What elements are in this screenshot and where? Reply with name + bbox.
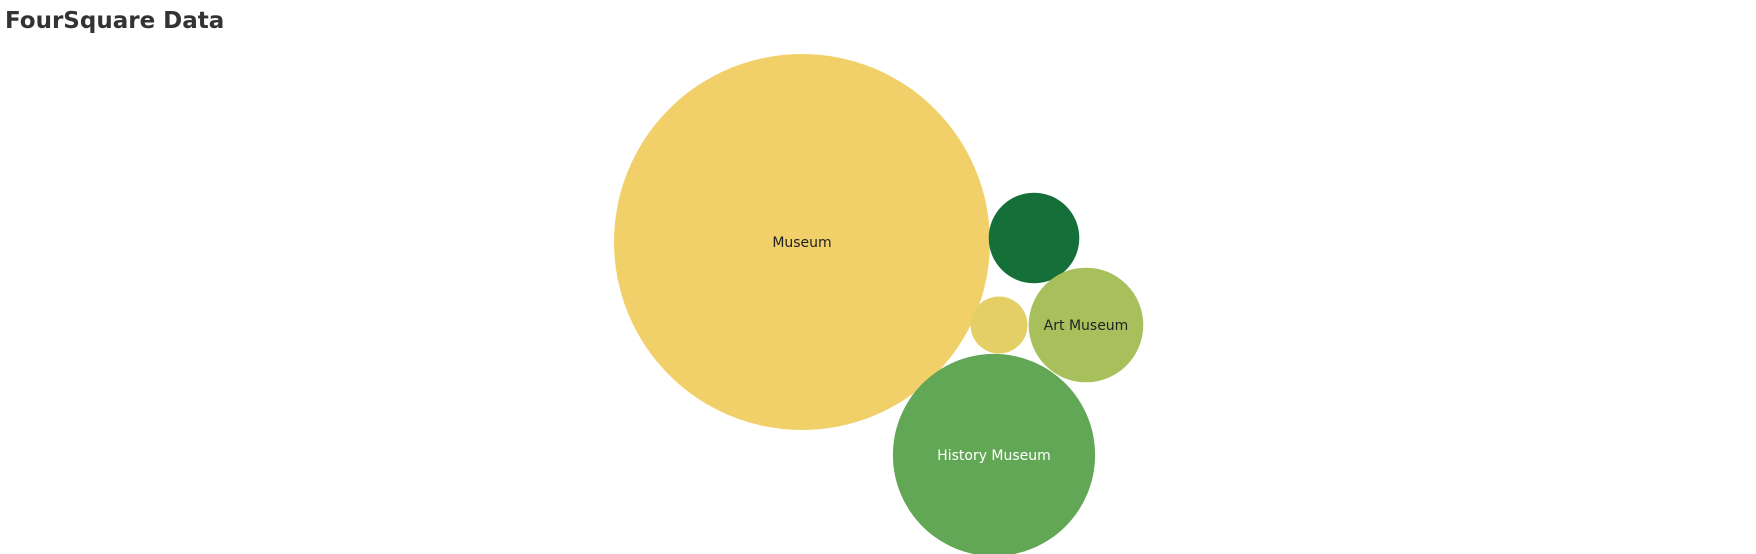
bubble-unlabeled-2[interactable]	[988, 192, 1080, 284]
chart-title: FourSquare Data	[5, 8, 225, 34]
bubble-history-museum[interactable]	[892, 353, 1096, 554]
bubble-label-history-museum: History Museum	[937, 448, 1051, 464]
bubble-unlabeled-4[interactable]	[970, 296, 1028, 354]
bubble-art-museum[interactable]	[1028, 267, 1144, 383]
bubble-label-museum: Museum	[772, 235, 831, 251]
bubble-museum[interactable]	[614, 54, 990, 430]
bubbles-group: Museum Art Museum History Museum	[614, 54, 1144, 554]
bubble-label-art-museum: Art Museum	[1044, 318, 1129, 334]
